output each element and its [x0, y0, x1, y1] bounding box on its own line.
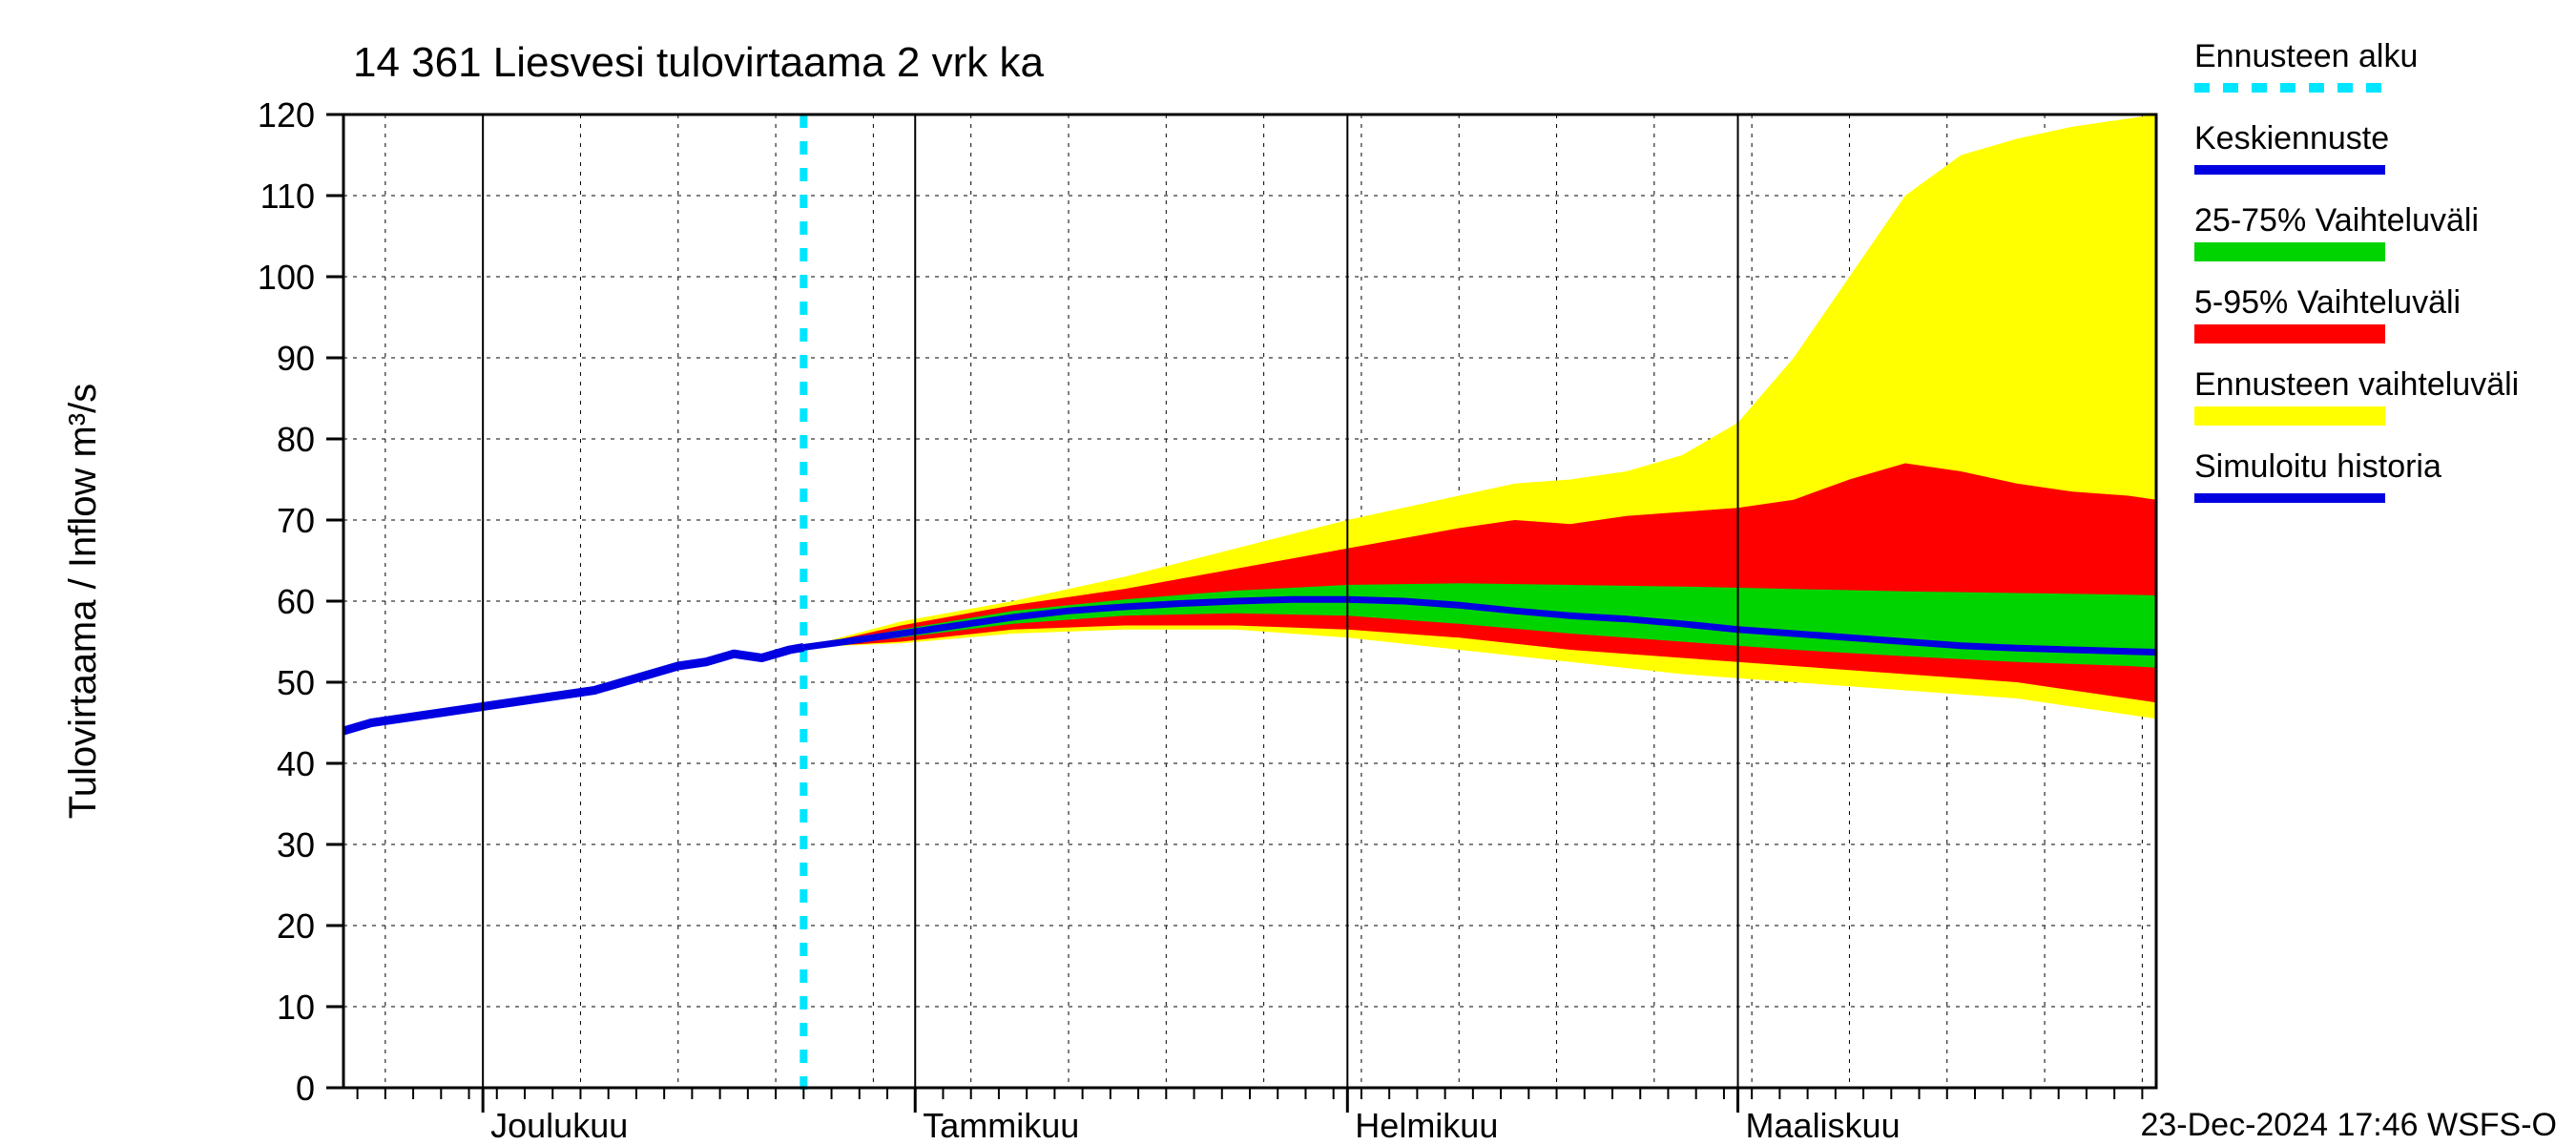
- legend-swatch: [2194, 406, 2385, 426]
- y-tick-label: 90: [277, 339, 315, 378]
- y-tick-label: 70: [277, 501, 315, 540]
- y-tick-label: 30: [277, 825, 315, 864]
- legend-label: Ennusteen alku: [2194, 38, 2418, 74]
- y-tick-label: 50: [277, 663, 315, 702]
- chart-title: 14 361 Liesvesi tulovirtaama 2 vrk ka: [353, 39, 1044, 86]
- x-month-label: Helmikuu: [1355, 1106, 1498, 1145]
- legend-label: 25-75% Vaihteluväli: [2194, 202, 2479, 239]
- y-tick-label: 80: [277, 420, 315, 459]
- y-tick-label: 0: [296, 1069, 315, 1108]
- legend-label: Simuloitu historia: [2194, 448, 2441, 485]
- chart-container: 0102030405060708090100110120Joulukuu2024…: [0, 0, 2576, 1145]
- y-tick-label: 40: [277, 744, 315, 783]
- x-month-label: Tammikuu: [923, 1106, 1079, 1145]
- history-line: [343, 647, 803, 731]
- legend-swatch: [2194, 324, 2385, 344]
- y-tick-label: 20: [277, 906, 315, 946]
- chart-svg: 0102030405060708090100110120Joulukuu2024…: [0, 0, 2576, 1145]
- y-tick-label: 120: [258, 95, 315, 135]
- legend-label: 5-95% Vaihteluväli: [2194, 284, 2461, 321]
- x-month-label: Joulukuu: [490, 1106, 628, 1145]
- y-axis-label: Tulovirtaama / Inflow m³/s: [62, 384, 104, 819]
- x-month-label: Maaliskuu: [1746, 1106, 1901, 1145]
- chart-footer: 23-Dec-2024 17:46 WSFS-O: [2140, 1107, 2557, 1143]
- y-tick-label: 60: [277, 582, 315, 621]
- legend: Ennusteen alku Keskiennuste 25-75% Vaihtel…: [2194, 38, 2519, 498]
- y-tick-label: 10: [277, 988, 315, 1027]
- bands: [803, 114, 2156, 718]
- y-tick-label: 110: [260, 177, 315, 216]
- legend-swatch: [2194, 242, 2385, 261]
- y-tick-label: 100: [258, 258, 315, 297]
- legend-label: Keskiennuste: [2194, 120, 2389, 156]
- legend-label: Ennusteen vaihteluväli: [2194, 366, 2519, 403]
